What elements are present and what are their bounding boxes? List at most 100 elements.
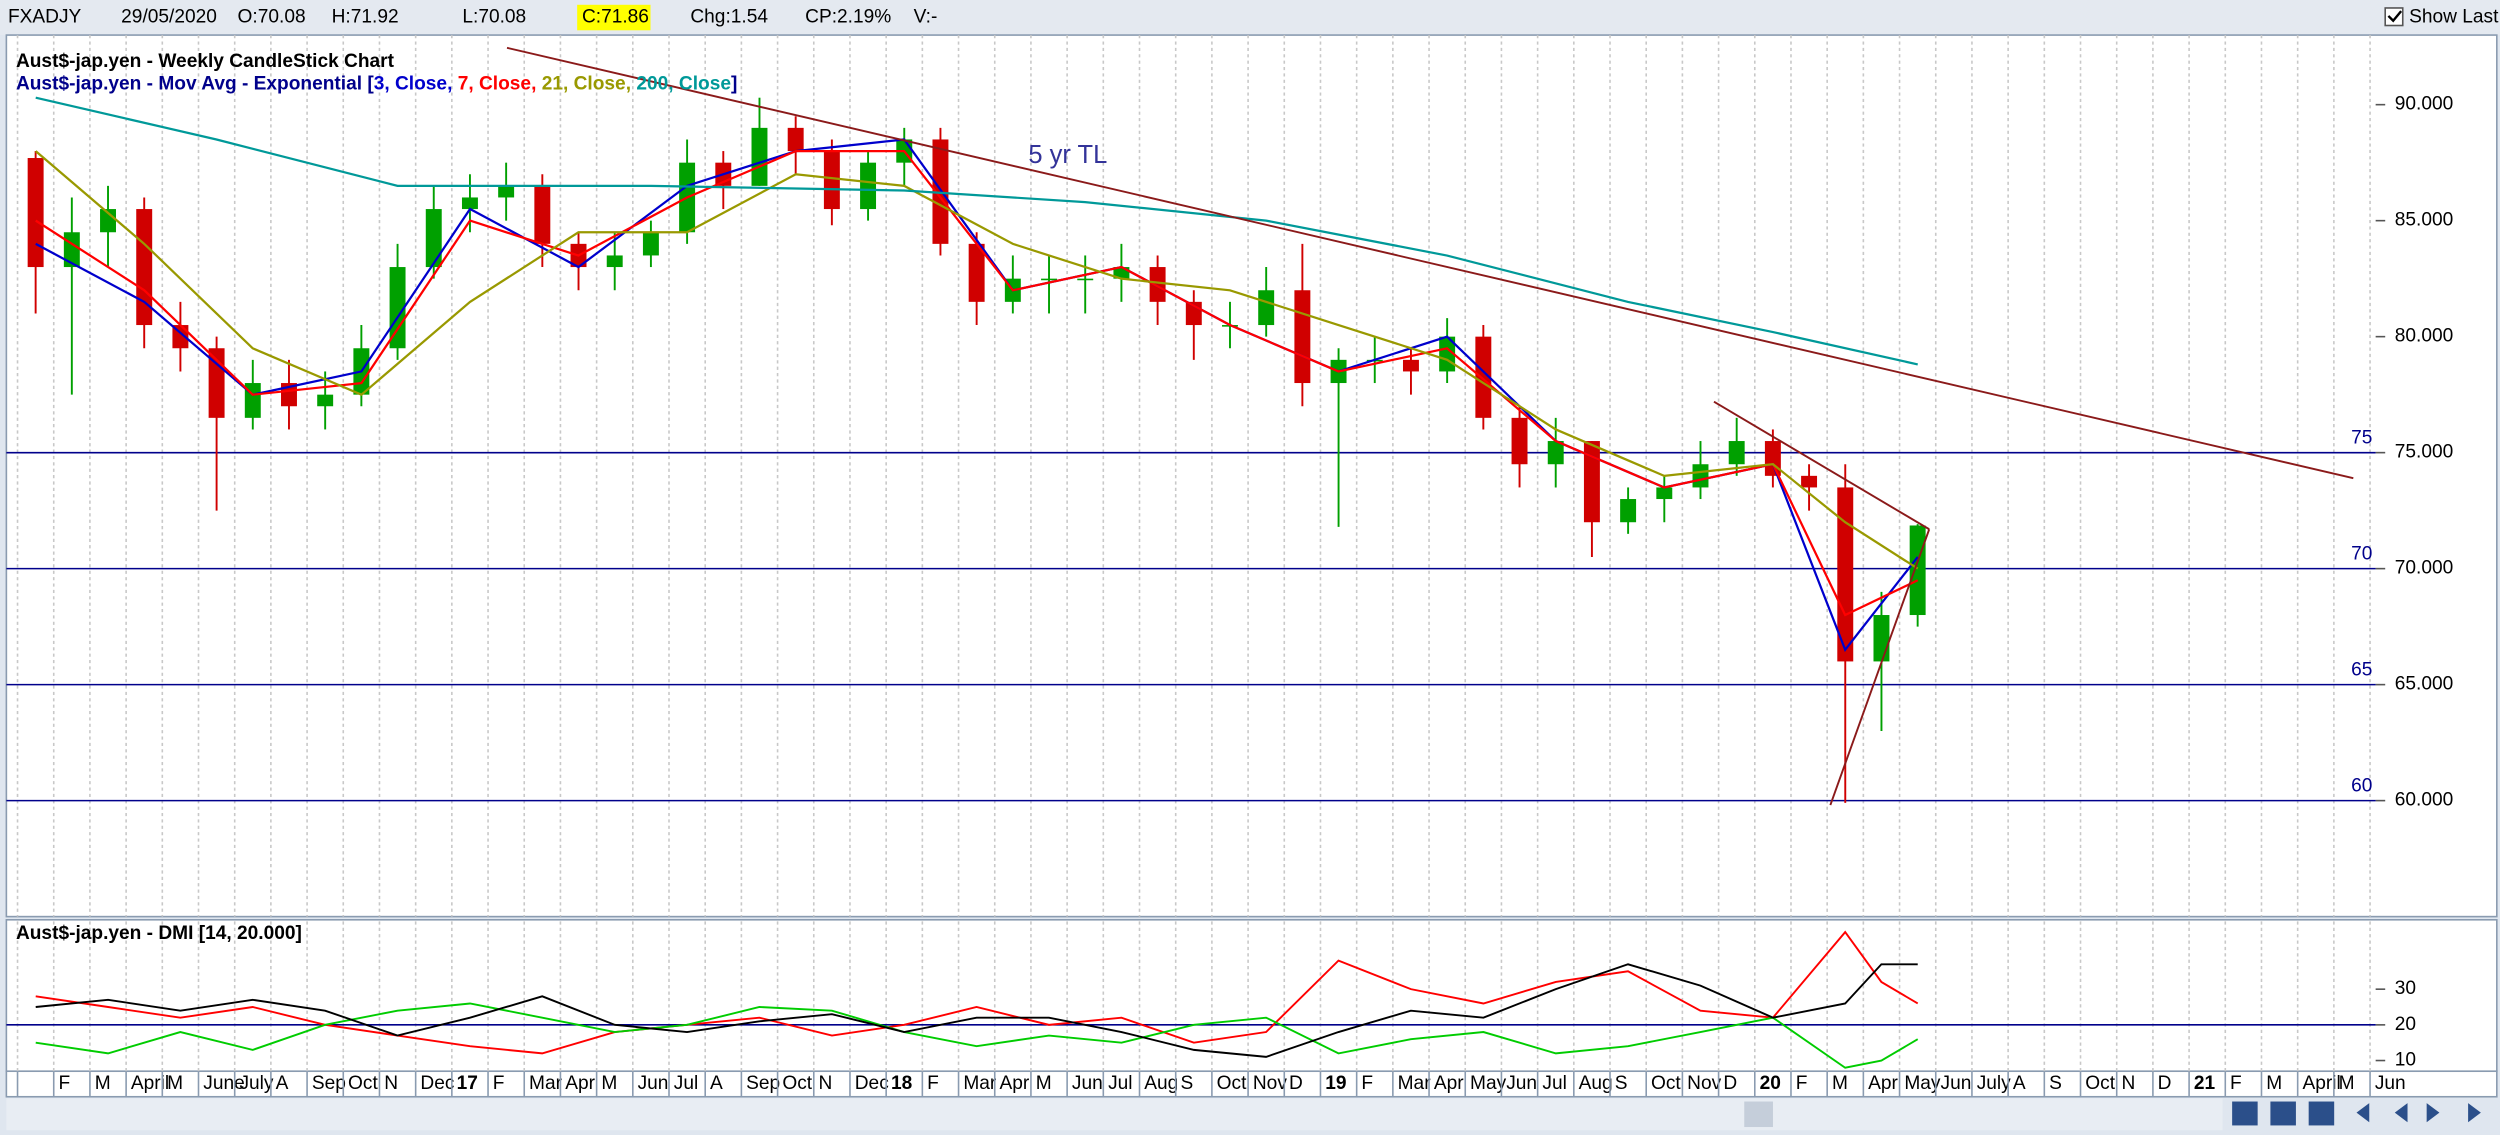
x-tick-label: A (710, 1073, 723, 1094)
x-tick-label: Oct (1651, 1073, 1681, 1094)
x-tick-label: Oct (1217, 1073, 1247, 1094)
x-tick-label: M (167, 1073, 183, 1094)
x-tick-label: Oct (2085, 1073, 2115, 1094)
candle-body (787, 127, 804, 152)
x-tick-label: F (2230, 1073, 2242, 1094)
x-tick-label: F (1361, 1073, 1373, 1094)
x-tick-label: Mar (1398, 1073, 1432, 1094)
x-tick-label: Oct (782, 1073, 812, 1094)
dmi-title: Aust$-jap.yen - DMI [14, 20.000] (16, 923, 302, 944)
x-tick-label: F (927, 1073, 939, 1094)
nav-button[interactable] (2308, 1101, 2335, 1126)
candle-body (136, 209, 153, 326)
open: O:70.08 (238, 7, 306, 28)
candle-body (27, 158, 44, 268)
x-tick-label: Nov (1253, 1073, 1287, 1094)
x-tick-label: July (239, 1073, 273, 1094)
candle-body (751, 127, 768, 186)
horizontal-line-label: 60 (2351, 775, 2372, 796)
line (35, 930, 1919, 1055)
legend-entry: 200, Close (636, 74, 731, 95)
candle-body (1801, 475, 1818, 488)
x-tick-label: 19 (1325, 1073, 1346, 1094)
candle-body (1583, 441, 1600, 523)
date: 29/05/2020 (121, 7, 217, 28)
change: Chg:1.54 (690, 7, 768, 28)
y-tick-label: 10 (2395, 1050, 2416, 1071)
candle-body (606, 255, 623, 268)
x-tick-label: Jul (1108, 1073, 1132, 1094)
volume: V:- (914, 7, 938, 28)
x-tick-label: Mar (529, 1073, 563, 1094)
candle-body (1764, 441, 1781, 476)
close: C:71.86 (582, 7, 649, 28)
x-tick-label: N (2121, 1073, 2135, 1094)
candle-body (823, 151, 840, 210)
x-tick-label: A (2013, 1073, 2026, 1094)
candle-body (968, 243, 985, 302)
x-tick-label: July (1977, 1073, 2011, 1094)
x-tick-label: Apr (1000, 1073, 1030, 1094)
scroll-thumb[interactable] (1744, 1101, 1773, 1128)
x-tick-label: M (2339, 1073, 2355, 1094)
candle-body (860, 162, 877, 210)
show-last-checkbox[interactable] (2384, 7, 2404, 27)
trendline (1829, 528, 1931, 806)
legend-entry: 7, Close (458, 74, 531, 95)
x-tick-label: Sep (746, 1073, 780, 1094)
x-tick-label: Dec (855, 1073, 889, 1094)
y-tick-label: 30 (2395, 978, 2416, 999)
horizontal-line-label: 70 (2351, 543, 2372, 564)
horizontal-line-label: 65 (2351, 659, 2372, 680)
show-last-label[interactable]: Show Last (2409, 7, 2499, 28)
x-tick-label: May (1470, 1073, 1507, 1094)
candle-body (1077, 278, 1094, 281)
x-tick-label: Dec (420, 1073, 454, 1094)
candle-body (1258, 290, 1275, 326)
legend-separator: , (531, 74, 542, 95)
x-tick-label: April (131, 1073, 169, 1094)
candle-body (1294, 290, 1311, 384)
candle-body (389, 267, 406, 349)
x-tick-label: S (2049, 1073, 2062, 1094)
horizontal-line-label: 75 (2351, 427, 2372, 448)
legend-separator: , (447, 74, 458, 95)
x-tick-label: Nov (1687, 1073, 1721, 1094)
x-tick-label: N (384, 1073, 398, 1094)
trendline (506, 46, 2354, 480)
candle-body (208, 348, 225, 418)
line (35, 150, 1919, 617)
candle-body (1620, 499, 1637, 523)
y-tick-label: 20 (2395, 1014, 2416, 1035)
x-tick-label: Apr (565, 1073, 595, 1094)
candle-body (1041, 278, 1057, 281)
candle-body (317, 394, 334, 407)
x-tick-label: Jul (1542, 1073, 1566, 1094)
close-highlight (577, 4, 651, 31)
x-tick-label: Apr (1434, 1073, 1464, 1094)
candle-body (1656, 487, 1673, 500)
x-tick-label: 21 (2194, 1073, 2216, 1094)
x-tick-label: S (1615, 1073, 1628, 1094)
nav-button[interactable] (2232, 1101, 2258, 1126)
candle-body (1402, 359, 1419, 372)
header-bar (0, 0, 2500, 36)
high: H:71.92 (332, 7, 399, 28)
candle-body (1149, 267, 1166, 302)
nav-arrows[interactable] (2356, 1103, 2481, 1123)
line (35, 963, 1918, 1058)
x-tick-label: 17 (457, 1073, 478, 1094)
candle-body (1547, 441, 1564, 465)
x-tick-label: Aug (1579, 1073, 1613, 1094)
scrollbar[interactable] (6, 1098, 2223, 1131)
candle-body (642, 232, 659, 256)
nav-button[interactable] (2270, 1101, 2296, 1126)
change-pct: CP:2.19% (805, 7, 891, 28)
x-tick-label: Apr (1868, 1073, 1898, 1094)
candle-body (1873, 615, 1890, 662)
x-tick-label: Aug (1144, 1073, 1178, 1094)
x-axis-bar (5, 1070, 2498, 1098)
x-tick-label: Jun (638, 1073, 669, 1094)
y-tick-label: 80.000 (2395, 326, 2454, 347)
